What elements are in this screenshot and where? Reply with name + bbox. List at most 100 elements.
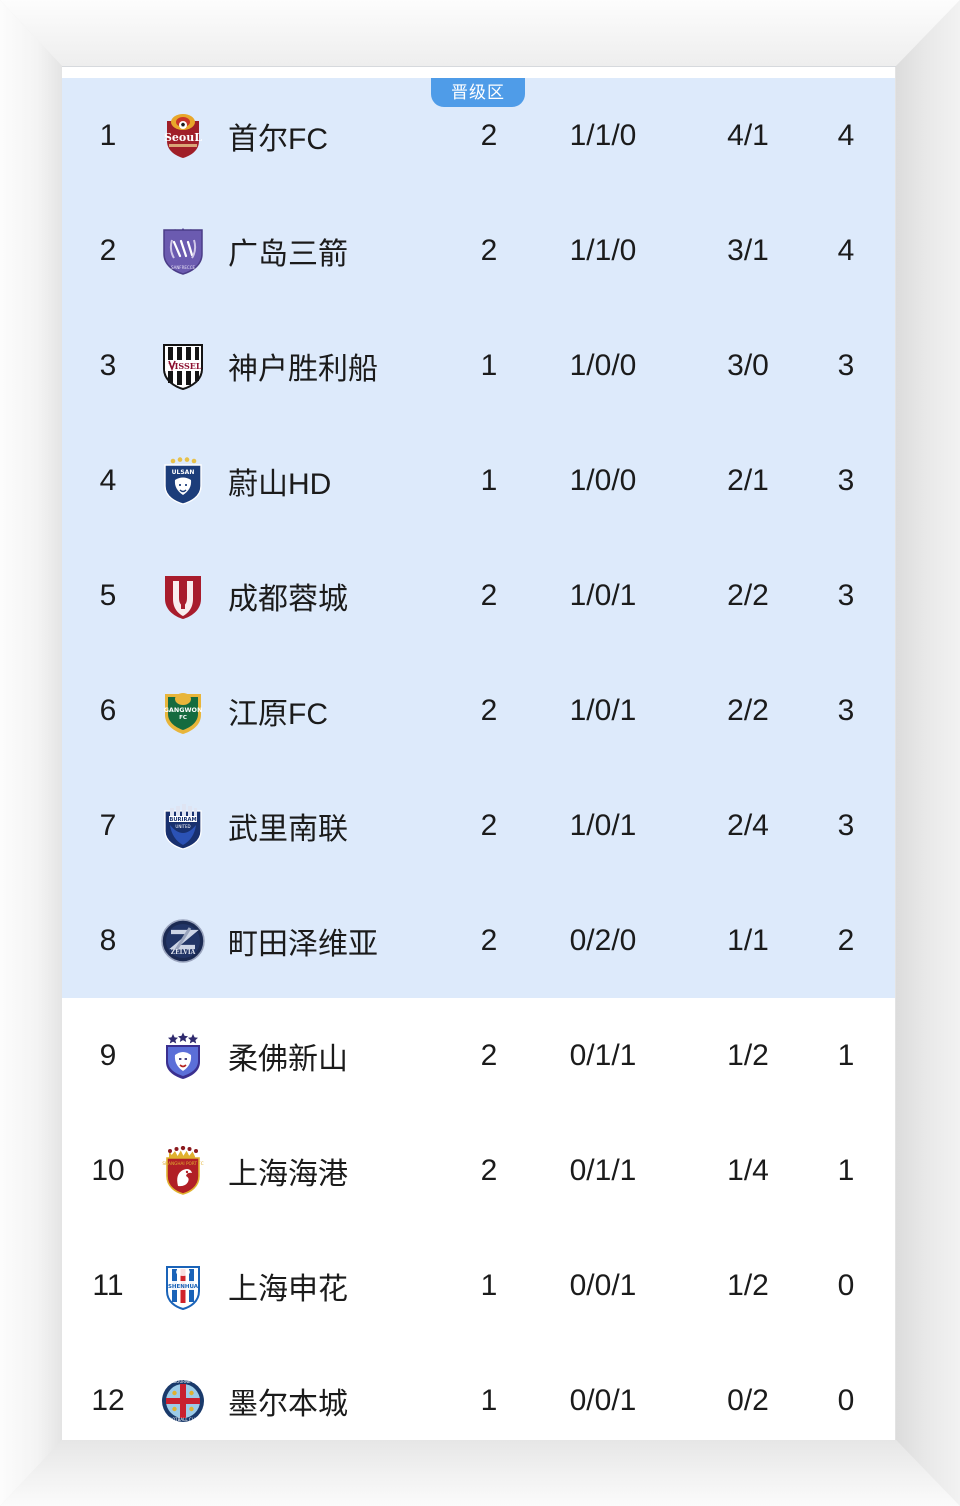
cell-wdl: 1/0/1 [569,808,637,842]
svg-text:UNITED: UNITED [175,824,190,829]
cell-goals: 3/1 [727,233,769,267]
cell-points: 0 [837,1383,855,1417]
promotion-zone-badge: 晋级区 [431,78,525,107]
cell-team[interactable]: 广岛三箭 [228,237,348,271]
chengdu-rongcheng-crest [154,571,212,621]
table-row[interactable]: 6 GANGWON FC 江原FC 2 1/0/1 2/2 3 [62,653,896,768]
table-row[interactable]: 10 SHANGHAI PORT FC 上海海港 2 0/1/1 1/4 1 [62,1113,896,1228]
cell-goals: 1/2 [727,1268,769,1302]
melbourne-city-crest: MELBOURNE CITY FOOTBALL CLUB [154,1376,212,1426]
cell-wdl: 0/0/1 [569,1383,637,1417]
gangwon-fc-crest: GANGWON FC [154,686,212,736]
table-row[interactable]: 8 ZELVIA 町田泽维亚 2 0/2/0 1/1 2 [62,883,896,998]
cell-rank: 8 [99,923,117,957]
table-row[interactable]: 7 BURIRAM UNITED 武里南联 2 1/0/1 2/4 3 [62,768,896,883]
cell-rank: 5 [99,578,117,612]
cell-points: 1 [837,1038,855,1072]
table-row[interactable]: 2 SANFRECCE 广岛三箭 2 1/1/0 3/1 4 [62,193,896,308]
table-top-strip [62,67,896,78]
table-row[interactable]: 4 ULSAN 蔚山HD 1 1/0/0 2/1 3 [62,423,896,538]
cell-points: 0 [837,1268,855,1302]
standings-table: 晋级区 1 SeouL 首尔FC 2 1/1/0 4/1 4 2 SANFRECCE 广岛三箭 2 1… [62,66,896,1440]
table-row[interactable]: 9 柔佛新山 2 0/1/1 1/2 1 [62,998,896,1113]
cell-goals: 2/1 [727,463,769,497]
fc-seoul-crest: SeouL [154,111,212,161]
cell-played: 2 [480,1038,498,1072]
cell-goals: 2/2 [727,578,769,612]
cell-team[interactable]: 上海申花 [228,1272,348,1306]
svg-text:GANGWON: GANGWON [164,706,203,714]
cell-team[interactable]: 江原FC [228,697,328,731]
cell-points: 3 [837,693,855,727]
cell-played: 2 [480,808,498,842]
cell-wdl: 1/0/1 [569,693,637,727]
machida-zelvia-crest: ZELVIA [154,916,212,966]
ulsan-hd-crest: ULSAN [154,456,212,506]
cell-team[interactable]: 武里南联 [228,812,348,846]
cell-points: 3 [837,463,855,497]
frame-bevel-left [0,0,62,1506]
cell-goals: 1/2 [727,1038,769,1072]
cell-points: 2 [837,923,855,957]
cell-played: 2 [480,118,498,152]
shanghai-shenhua-crest: SHENHUA [154,1261,212,1311]
frame-bevel-right [896,0,960,1506]
vissel-kobe-crest: VISSEL [154,341,212,391]
cell-wdl: 1/0/1 [569,578,637,612]
cell-rank: 3 [99,348,117,382]
table-row[interactable]: 1 SeouL 首尔FC 2 1/1/0 4/1 4 [62,78,896,193]
cell-team[interactable]: 柔佛新山 [228,1042,348,1076]
cell-goals: 3/0 [727,348,769,382]
cell-team[interactable]: 墨尔本城 [228,1387,348,1421]
cell-team[interactable]: 蔚山HD [228,467,332,501]
cell-rank: 9 [99,1038,117,1072]
cell-rank: 12 [91,1383,125,1417]
cell-played: 1 [480,1383,498,1417]
cell-goals: 4/1 [727,118,769,152]
frame-bevel-top [0,0,960,66]
svg-text:MELBOURNE CITY: MELBOURNE CITY [165,1379,201,1384]
promotion-zone: 晋级区 1 SeouL 首尔FC 2 1/1/0 4/1 4 2 SANFRECCE 广岛三箭 2 1… [62,78,896,998]
cell-team[interactable]: 首尔FC [228,122,328,156]
cell-played: 2 [480,1153,498,1187]
table-row[interactable]: 3 VISSEL 神户胜利船 1 1/0/0 3/0 3 [62,308,896,423]
cell-team[interactable]: 町田泽维亚 [228,927,378,961]
table-row[interactable]: 11 SHENHUA 上海申花 1 0/0/1 1/2 0 [62,1228,896,1343]
cell-rank: 4 [99,463,117,497]
cell-rank: 10 [91,1153,125,1187]
cell-points: 4 [837,118,855,152]
cell-goals: 1/4 [727,1153,769,1187]
svg-text:BURIRAM: BURIRAM [169,817,196,823]
cell-rank: 1 [99,118,117,152]
table-row[interactable]: 12 MELBOURNE CITY FOOTBALL CLUB 墨尔本城 1 0/0/1 0… [62,1343,896,1440]
cell-points: 1 [837,1153,855,1187]
svg-text:SHANGHAI PORT FC: SHANGHAI PORT FC [162,1161,203,1166]
table-row[interactable]: 5 成都蓉城 2 1/0/1 2/2 3 [62,538,896,653]
cell-wdl: 1/0/0 [569,348,637,382]
cell-rank: 6 [99,693,117,727]
frame-bevel-bottom [0,1440,960,1506]
cell-goals: 1/1 [727,923,769,957]
cell-played: 2 [480,923,498,957]
svg-text:SeouL: SeouL [164,131,202,144]
cell-points: 4 [837,233,855,267]
cell-goals: 0/2 [727,1383,769,1417]
cell-team[interactable]: 成都蓉城 [228,582,348,616]
cell-played: 2 [480,693,498,727]
cell-rank: 11 [92,1268,124,1302]
svg-text:FOOTBALL CLUB: FOOTBALL CLUB [167,1417,200,1422]
svg-text:FC: FC [179,715,187,721]
svg-text:SHENHUA: SHENHUA [168,1284,199,1290]
svg-text:SANFRECCE: SANFRECCE [171,265,196,270]
cell-team[interactable]: 上海海港 [228,1157,348,1191]
cell-points: 3 [837,808,855,842]
buriram-united-crest: BURIRAM UNITED [154,801,212,851]
cell-wdl: 0/1/1 [569,1153,637,1187]
non-promotion-zone: 9 柔佛新山 2 0/1/1 1/2 1 10 SHANGHAI PORT FC 上海海港 2 0/… [62,998,896,1440]
cell-wdl: 0/2/0 [569,923,637,957]
cell-played: 1 [480,1268,498,1302]
cell-goals: 2/4 [727,808,769,842]
cell-points: 3 [837,578,855,612]
cell-team[interactable]: 神户胜利船 [228,352,378,386]
